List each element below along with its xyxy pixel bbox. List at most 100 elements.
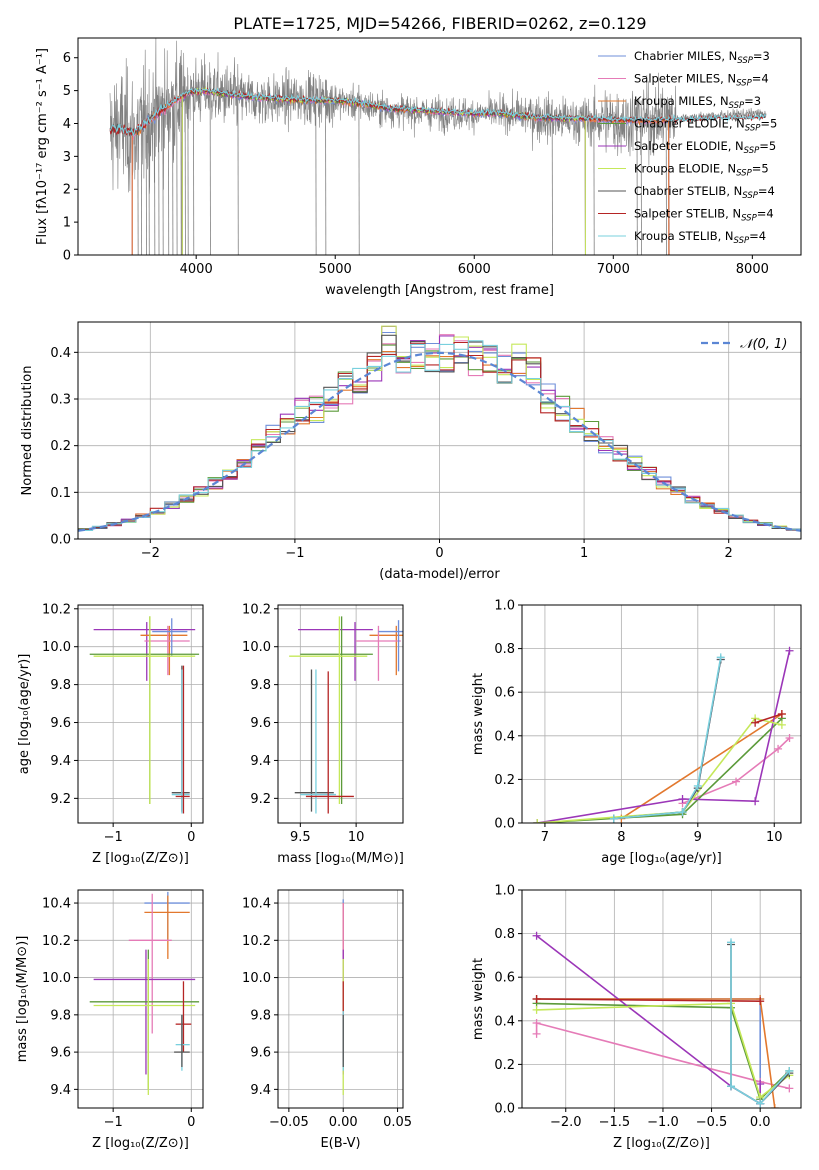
point-chab_elodie xyxy=(89,949,200,1090)
x-tick-label: 10 xyxy=(766,830,783,845)
x-tick-label: 1 xyxy=(580,546,588,561)
legend-entry: Kroupa ELODIE, NSSP=5 xyxy=(634,162,769,179)
legend-entry: Kroupa MILES, NSSP=3 xyxy=(634,94,761,111)
point-chab_elodie xyxy=(89,616,200,805)
series-chab_miles xyxy=(532,995,765,1108)
y-tick-label: 10.0 xyxy=(242,640,271,655)
point-salp_stelib xyxy=(305,671,354,814)
x-tick-label: 0 xyxy=(187,830,195,845)
y-tick-label: 1.0 xyxy=(494,599,515,614)
point-chab_stelib xyxy=(174,1014,190,1068)
y-tick-label: 10.2 xyxy=(242,934,271,949)
series-chab_stelib xyxy=(609,655,725,823)
axes-frame xyxy=(277,604,404,824)
x-tick-label: 8 xyxy=(617,830,625,845)
point-krou_miles xyxy=(140,625,188,676)
point-chab_miles xyxy=(144,891,190,941)
legend-entry: Chabrier ELODIE, NSSP=5 xyxy=(634,117,777,134)
series-marker xyxy=(532,1018,541,1027)
y-tick-label: 9.2 xyxy=(250,792,271,807)
y-tick-label: 0.6 xyxy=(494,686,515,701)
y-tick-label: 10.0 xyxy=(242,971,271,986)
x-tick-label: −1.5 xyxy=(599,1115,631,1130)
x-tick-label: 5000 xyxy=(319,262,352,277)
series-marker xyxy=(532,1029,541,1038)
x-axis-label: Z [log₁₀(Z/Z⊙)] xyxy=(92,1136,189,1151)
y-tick-label: 4 xyxy=(63,117,71,132)
y-tick-label: 0.8 xyxy=(494,927,515,942)
figure-title: PLATE=1725, MJD=54266, FIBERID=0262, z=0… xyxy=(233,14,646,33)
series-line xyxy=(537,717,783,823)
x-tick-label: 0 xyxy=(435,546,443,561)
series-salp_elodie xyxy=(532,931,765,1108)
x-tick-label: −1 xyxy=(104,1115,123,1130)
plot-area xyxy=(109,38,767,255)
x-tick-label: 6000 xyxy=(458,262,491,277)
x-tick-label: −1 xyxy=(104,830,123,845)
plot-area xyxy=(533,646,794,823)
y-tick-label: 9.6 xyxy=(50,716,71,731)
y-tick-label: 0.8 xyxy=(494,642,515,657)
series-marker xyxy=(756,1099,765,1108)
normal-curve xyxy=(78,351,801,532)
y-tick-label: 2 xyxy=(63,183,71,198)
x-tick-label: −0.5 xyxy=(696,1115,728,1130)
point-salp_stelib xyxy=(175,665,190,814)
series-line xyxy=(536,998,761,1002)
x-tick-label: 0.00 xyxy=(329,1115,358,1130)
panel-weight_vs_age: 7 8 9 10 0.0 0.2 0.4 0.6 0.8 1.0 age [log₁₀(age/yr… xyxy=(471,599,802,866)
x-tick-label: 7 xyxy=(541,830,549,845)
legend-entry: Salpeter MILES, NSSP=4 xyxy=(634,72,769,89)
panel-residual_histogram: −2 −1 0 1 2 0.0 0.1 0.2 0.3 0.4 (data-model)/error… xyxy=(20,321,802,582)
y-tick-label: 5 xyxy=(63,84,71,99)
y-tick-label: 1.0 xyxy=(494,884,515,899)
series-marker xyxy=(727,938,736,947)
y-tick-label: 0.0 xyxy=(494,817,515,832)
point-salp_stelib xyxy=(175,981,192,1053)
series-marker xyxy=(756,997,765,1006)
y-tick-label: 1 xyxy=(63,216,71,231)
series-marker xyxy=(770,1104,779,1108)
series-marker xyxy=(756,1080,765,1089)
series-line xyxy=(536,935,761,1106)
series-line xyxy=(536,998,761,1104)
y-tick-label: 9.2 xyxy=(50,792,71,807)
y-tick-label: 10.4 xyxy=(42,897,71,912)
series-krou_elodie xyxy=(533,714,786,823)
y-axis-label: mass [log₁₀(M/M⊙)] xyxy=(15,936,30,1063)
point-chab_miles xyxy=(378,620,403,672)
axes-frame xyxy=(77,889,204,1109)
series-salp_stelib xyxy=(751,710,786,727)
axes-frame xyxy=(77,604,204,824)
legend-entry: Chabrier STELIB, NSSP=4 xyxy=(634,184,775,201)
series-marker xyxy=(774,744,783,753)
y-tick-label: 9.4 xyxy=(250,1083,271,1098)
y-tick-label: 0.2 xyxy=(494,1058,515,1073)
data-spectrum xyxy=(109,38,767,194)
series-marker xyxy=(785,733,794,742)
series-marker xyxy=(777,720,786,729)
y-tick-label: 0.6 xyxy=(494,971,515,986)
series-marker xyxy=(532,931,541,940)
y-tick-label: 0.0 xyxy=(494,1102,515,1117)
x-axis-label: mass [log₁₀(M/M⊙)] xyxy=(277,851,404,866)
point-salp_elodie xyxy=(93,949,196,1075)
plot-area xyxy=(289,616,403,814)
y-tick-label: 0.0 xyxy=(50,533,71,548)
point-krou_elodie xyxy=(93,616,196,805)
y-tick-label: 10.2 xyxy=(42,934,71,949)
series-line xyxy=(536,1002,790,1101)
series-marker xyxy=(678,795,687,804)
y-axis-label: age [log₁₀(age/yr)] xyxy=(17,654,32,775)
x-tick-label: −2 xyxy=(141,546,160,561)
series-marker xyxy=(732,777,741,786)
plot-area xyxy=(89,891,200,1095)
legend-entry: Chabrier MILES, NSSP=3 xyxy=(634,49,770,66)
y-axis-label: mass weight xyxy=(471,673,486,755)
y-tick-label: 9.4 xyxy=(250,754,271,769)
y-tick-label: 10.4 xyxy=(242,897,271,912)
point-salp_miles xyxy=(356,625,401,681)
series-line xyxy=(754,713,783,724)
model-spectrum-krou_stelib xyxy=(109,87,767,138)
